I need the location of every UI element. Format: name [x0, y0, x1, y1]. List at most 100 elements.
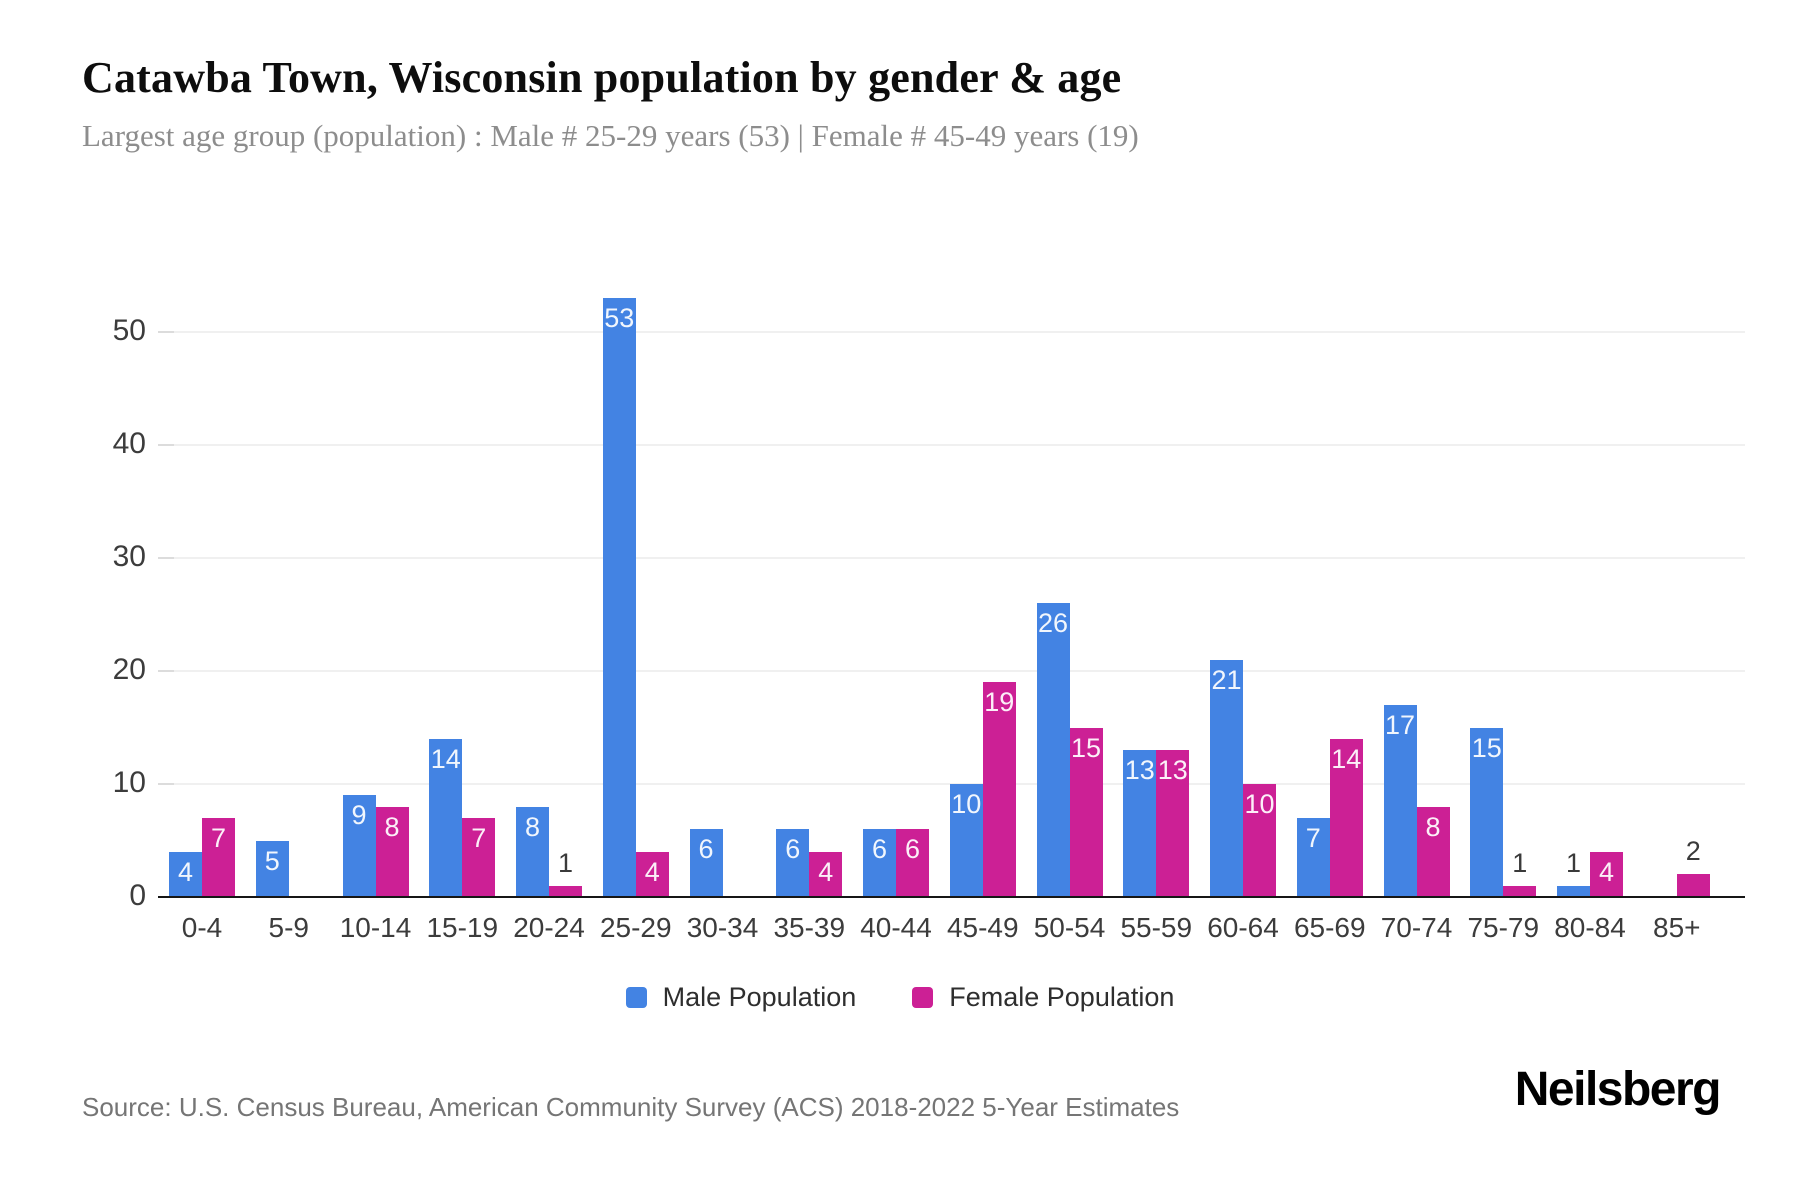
neilsberg-logo: Neilsberg — [1514, 1063, 1722, 1116]
bar-value-label: 14 — [430, 743, 461, 774]
female-bar — [1156, 750, 1190, 897]
bar-value-label: 8 — [1425, 811, 1441, 842]
bar-value-label: 19 — [984, 687, 1015, 718]
bar-value-label: 1 — [1565, 847, 1582, 878]
source-attribution: Source: U.S. Census Bureau, American Com… — [82, 1092, 1180, 1122]
female-bar — [1590, 851, 1623, 897]
male-bar — [602, 298, 636, 897]
y-tick-label: 20 — [112, 653, 146, 686]
x-tick-label: 75-79 — [1467, 912, 1540, 943]
x-tick-label: 45-49 — [946, 912, 1019, 943]
female-bar — [1243, 784, 1276, 897]
male-bar — [1557, 885, 1590, 897]
y-axis-tick — [158, 331, 174, 333]
legend-item-female[interactable]: Female Population — [912, 982, 1174, 1013]
x-tick-label: 50-54 — [1033, 912, 1106, 943]
female-bar — [982, 682, 1016, 897]
y-axis-tick — [158, 670, 174, 672]
x-tick-label: 10-14 — [339, 912, 412, 943]
x-tick-label: 65-69 — [1293, 912, 1366, 943]
y-axis-tick — [158, 444, 174, 446]
legend-label-male: Male Population — [662, 982, 857, 1012]
female-bar — [1416, 806, 1450, 897]
female-bar — [809, 851, 843, 897]
male-bar — [689, 829, 723, 897]
x-tick-label: 70-74 — [1380, 912, 1453, 943]
female-bar — [1676, 874, 1710, 897]
female-bar — [896, 829, 929, 897]
bar-value-label: 6 — [871, 834, 888, 865]
bar-value-label: 5 — [264, 845, 280, 876]
x-tick-label: 40-44 — [860, 912, 932, 943]
bar-value-label: 4 — [644, 856, 660, 887]
male-bar — [255, 840, 289, 897]
bar-value-label: 6 — [785, 834, 801, 865]
bar-value-label: 13 — [1157, 755, 1188, 786]
bar-value-label: 4 — [818, 856, 834, 887]
x-axis-line — [158, 896, 1745, 898]
male-bar — [1123, 750, 1157, 897]
bar-value-label: 4 — [1598, 856, 1615, 887]
page-subtitle: Largest age group (population) : Male # … — [82, 118, 1139, 153]
male-bar — [863, 829, 896, 897]
male-bar — [516, 806, 549, 897]
x-tick-label: 30-34 — [686, 912, 759, 943]
legend-item-male[interactable]: Male Population — [625, 982, 857, 1013]
y-tick-label: 30 — [112, 540, 146, 573]
bar-value-label: 8 — [524, 811, 541, 842]
male-bar — [1210, 659, 1243, 897]
bar-value-label: 9 — [351, 800, 367, 831]
bar-value-label: 15 — [1070, 732, 1102, 763]
y-tick-label: 40 — [112, 427, 146, 460]
gridline — [158, 331, 1745, 333]
male-bar — [342, 795, 376, 897]
x-tick-label: 25-29 — [599, 912, 672, 943]
chart-legend: Male Population Female Population — [0, 982, 1800, 1013]
bar-value-label: 13 — [1124, 755, 1155, 786]
bar-value-label: 53 — [604, 303, 635, 334]
bar-value-label: 26 — [1037, 608, 1069, 639]
bar-value-label: 8 — [384, 811, 400, 842]
bar-value-label: 1 — [1512, 847, 1528, 878]
bar-value-label: 15 — [1471, 732, 1502, 763]
y-tick-label: 10 — [112, 766, 146, 799]
male-bar — [1296, 817, 1330, 897]
y-tick-label: 0 — [129, 879, 146, 912]
female-bar — [1329, 738, 1363, 897]
legend-label-female: Female Population — [949, 982, 1175, 1012]
gridline — [158, 557, 1745, 559]
x-tick-label: 20-24 — [513, 912, 585, 943]
bar-value-label: 7 — [471, 822, 487, 853]
female-bar — [635, 851, 669, 897]
bar-value-label: 10 — [951, 789, 982, 819]
x-tick-label: 35-39 — [773, 912, 846, 943]
female-bar — [549, 885, 582, 897]
gridline — [158, 670, 1745, 672]
bar-value-label: 17 — [1384, 709, 1416, 740]
x-tick-label: 0-4 — [181, 912, 223, 943]
female-bar — [1503, 885, 1537, 897]
x-tick-label: 60-64 — [1207, 912, 1279, 943]
bar-value-label: 6 — [698, 834, 714, 865]
bar-value-label: 14 — [1331, 743, 1362, 774]
x-tick-label: 15-19 — [426, 912, 499, 943]
bar-value-label: 1 — [557, 847, 574, 878]
male-bar — [169, 851, 202, 897]
y-axis-tick — [158, 783, 174, 785]
bar-value-label: 21 — [1211, 664, 1242, 695]
male-bar — [1383, 704, 1417, 897]
y-axis-tick — [158, 557, 174, 559]
bar-value-label: 7 — [210, 822, 227, 853]
male-series-swatch-icon — [625, 987, 647, 1008]
male-bar — [1470, 727, 1504, 897]
female-bar — [202, 817, 235, 897]
male-bar — [776, 829, 810, 897]
x-tick-label: 80-84 — [1554, 912, 1626, 943]
female-bar — [375, 806, 409, 897]
male-bar — [949, 784, 983, 897]
gridline — [158, 444, 1745, 446]
female-bar — [1069, 727, 1103, 897]
x-tick-label: 85+ — [1653, 912, 1701, 943]
